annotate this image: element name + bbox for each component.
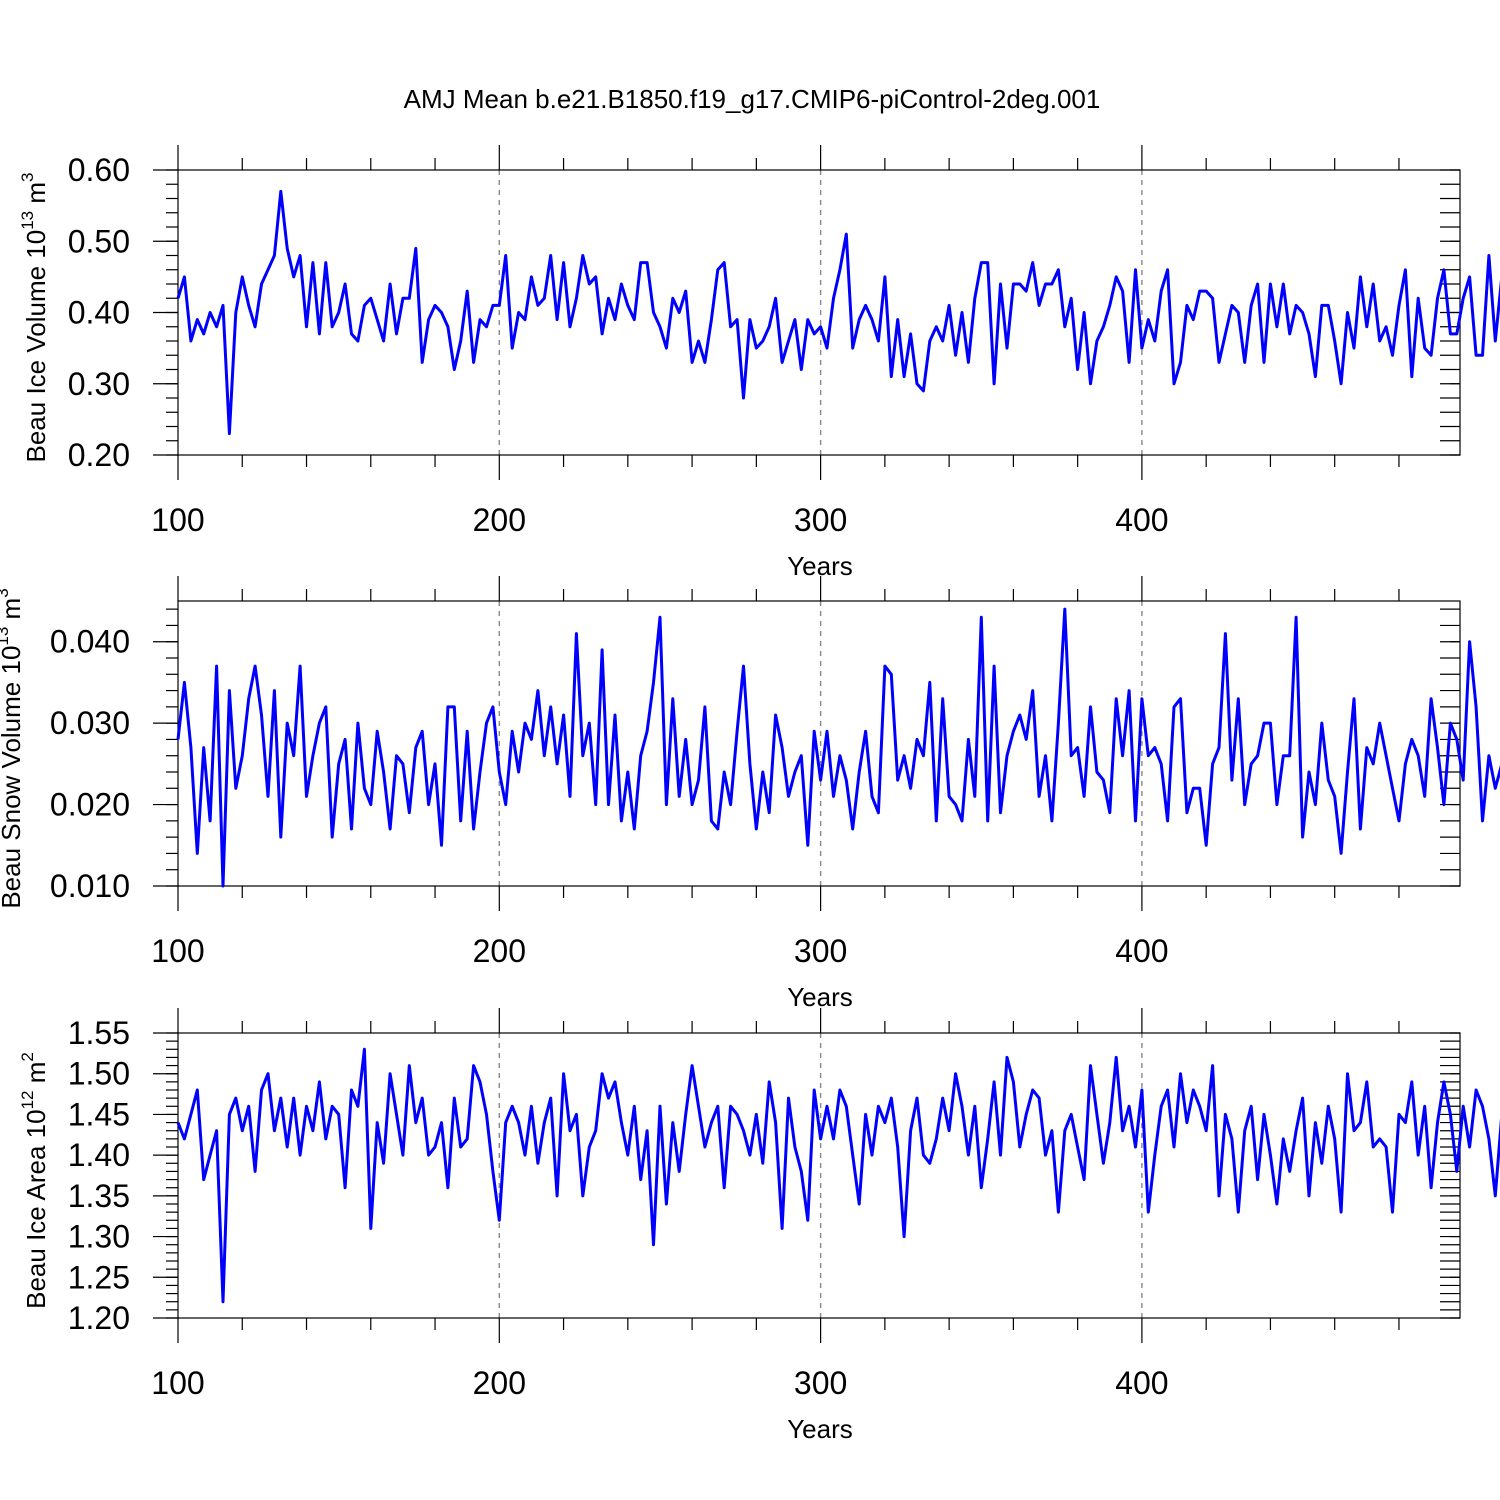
chart-title: AMJ Mean b.e21.B1850.f19_g17.CMIP6-piCon… [404, 84, 1101, 114]
y-axis-label-exponent: 2 [18, 1052, 37, 1061]
data-series-line [176, 189, 1500, 436]
x-axis-label: Years [787, 982, 853, 1012]
x-tick-label: 400 [1115, 1365, 1168, 1401]
y-tick-label: 1.55 [68, 1015, 130, 1051]
y-tick-label: 1.20 [68, 1300, 130, 1336]
y-axis-label: Beau Ice Volume 1013 m3 [18, 173, 51, 463]
plot-frame [177, 1032, 1461, 1319]
x-tick-label: 100 [151, 933, 204, 969]
x-tick-label: 100 [151, 502, 204, 538]
y-tick-label: 0.20 [68, 437, 130, 473]
panel-3: 100 200 300 400 1.20 1.25 1.30 1.35 1.40 1.45 1.50… [18, 1008, 1500, 1444]
x-tick-label: 100 [151, 1365, 204, 1401]
x-tick-label: 300 [794, 1365, 847, 1401]
plot-frame [177, 600, 1461, 887]
y-axis-label-exponent: 12 [18, 1090, 37, 1109]
y-axis-label-exponent: 13 [18, 211, 37, 230]
y-tick-label: 1.40 [68, 1137, 130, 1173]
x-tick-label: 200 [473, 1365, 526, 1401]
x-tick-label: 300 [794, 502, 847, 538]
y-tick-label: 0.40 [68, 295, 130, 331]
data-series-line [176, 607, 1500, 888]
y-axis-label-exponent: 3 [0, 588, 12, 597]
y-tick-label: 1.35 [68, 1178, 130, 1214]
x-tick-label: 400 [1115, 502, 1168, 538]
data-series-line [176, 1047, 1500, 1304]
y-tick-label: 0.030 [50, 705, 130, 741]
x-axis-label: Years [787, 551, 853, 581]
x-axis-label: Years [787, 1414, 853, 1444]
y-axis-label-part: m [21, 1062, 51, 1091]
x-tick-label: 200 [473, 933, 526, 969]
x-tick-label: 300 [794, 933, 847, 969]
x-tick-label: 200 [473, 502, 526, 538]
y-axis-label-exponent: 13 [0, 627, 12, 646]
y-axis-label-exponent: 3 [18, 173, 37, 182]
y-axis-label-part: m [21, 182, 51, 211]
y-axis-label-part: Beau Ice Volume 10 [21, 230, 51, 463]
y-axis-label: Beau Snow Volume 1013 m3 [0, 588, 26, 908]
y-tick-label: 0.020 [50, 787, 130, 823]
panel-2: 100 200 300 400 0.010 0.020 0.030 0.040 Years Bea… [0, 576, 1500, 1012]
y-tick-label: 0.010 [50, 868, 130, 904]
y-tick-label: 1.25 [68, 1259, 130, 1295]
y-tick-label: 0.50 [68, 223, 130, 259]
y-axis-label-part: m [0, 598, 26, 627]
y-axis-label-part: Beau Ice Area 10 [21, 1109, 51, 1308]
panel-1: 100 200 300 400 0.20 0.30 0.40 0.50 0.60 Years Bea… [18, 145, 1500, 581]
y-tick-label: 1.30 [68, 1219, 130, 1255]
x-tick-label: 400 [1115, 933, 1168, 969]
y-tick-label: 0.60 [68, 152, 130, 188]
y-axis-label-part: Beau Snow Volume 10 [0, 646, 26, 909]
y-tick-label: 1.50 [68, 1056, 130, 1092]
y-tick-label: 0.040 [50, 624, 130, 660]
y-axis-label: Beau Ice Area 1012 m2 [18, 1052, 51, 1309]
y-tick-label: 1.45 [68, 1096, 130, 1132]
y-tick-label: 0.30 [68, 366, 130, 402]
